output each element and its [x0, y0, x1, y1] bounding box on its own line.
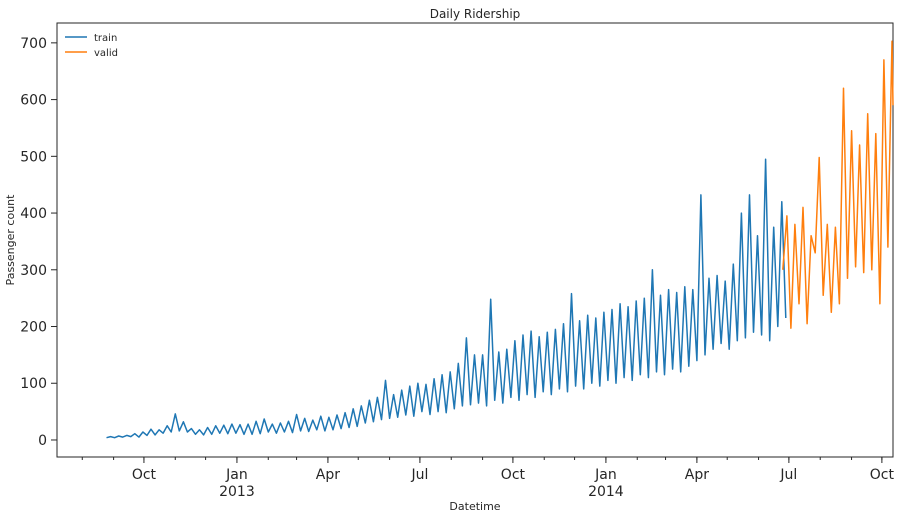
plot-area	[56, 22, 894, 458]
x-tick-label: Jul	[410, 467, 428, 483]
y-tick-label: 500	[20, 149, 47, 165]
y-tick-label: 700	[20, 36, 47, 52]
y-tick-label: 100	[20, 376, 47, 392]
x-tick-year-label: 2014	[588, 484, 624, 500]
y-tick-label: 0	[38, 433, 47, 449]
y-tick-label: 300	[20, 263, 47, 279]
x-tick-label: Oct	[501, 467, 526, 483]
x-tick-label: Oct	[870, 467, 895, 483]
legend-label-valid: valid	[94, 48, 118, 59]
legend: train valid	[65, 33, 118, 59]
series-line-train	[106, 158, 787, 439]
y-axis-title: Passenger count	[4, 194, 17, 286]
x-tick-year-label: 2013	[219, 484, 255, 500]
y-axis: 0 100 200 300 400 500 600 700	[20, 36, 57, 449]
y-tick-label: 600	[20, 93, 47, 109]
legend-label-train: train	[94, 33, 117, 44]
y-tick-label: 200	[20, 320, 47, 336]
series-layer	[106, 40, 894, 439]
x-axis-title: Datetime	[449, 500, 500, 513]
x-tick-label: Apr	[685, 467, 709, 483]
x-tick-label: Apr	[316, 467, 340, 483]
x-tick-label: Jan	[594, 467, 617, 483]
series-line-valid	[782, 40, 894, 329]
x-tick-label: Jan	[225, 467, 248, 483]
x-tick-label: Jul	[779, 467, 797, 483]
x-tick-label: Oct	[132, 467, 157, 483]
chart-title: Daily Ridership	[430, 7, 521, 21]
y-tick-label: 400	[20, 206, 47, 222]
